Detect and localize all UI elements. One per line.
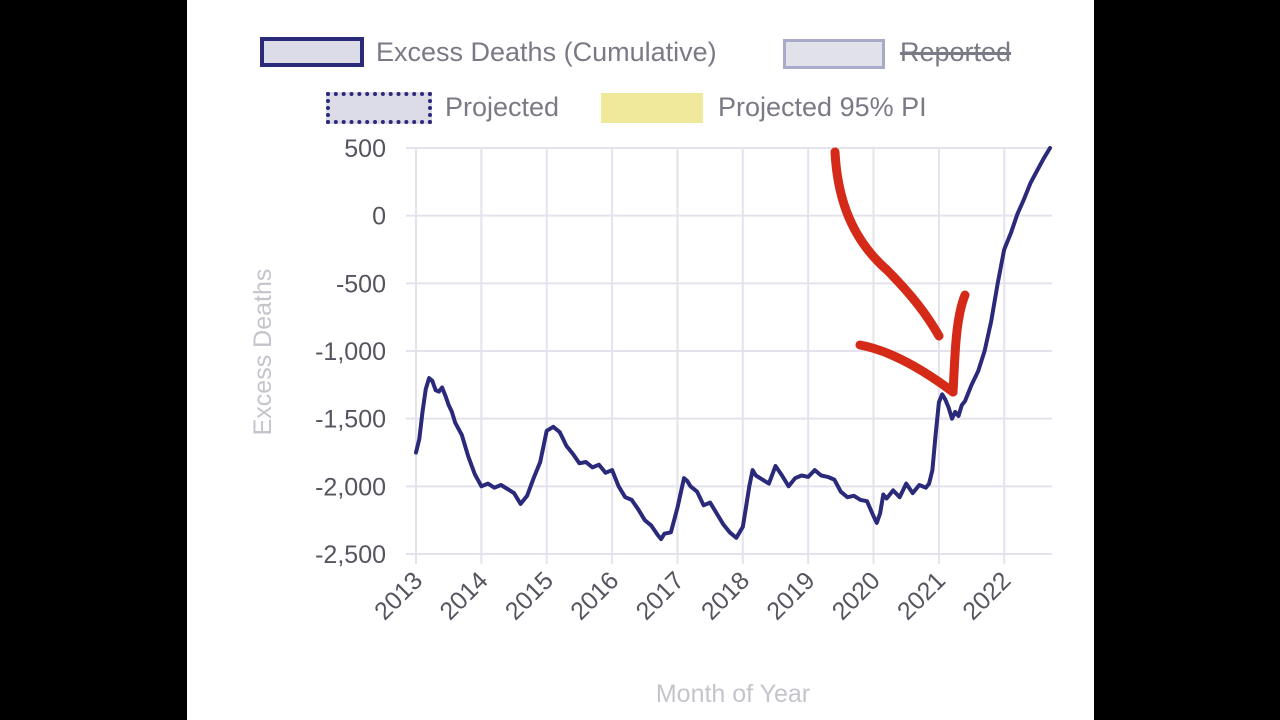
chart-panel: Excess Deaths (Cumulative) Reported Proj… <box>187 0 1094 720</box>
x-tick-label: 2014 <box>434 566 493 625</box>
annotation-arrow-shaft <box>830 147 944 341</box>
y-tick-label: -500 <box>336 270 386 298</box>
y-tick-layer: 500 0 -500 -1,000 -1,500 -2,000 -2,500 <box>315 135 386 569</box>
legend-swatch-projected-pi[interactable] <box>601 93 703 123</box>
legend-label-reported[interactable]: Reported <box>900 37 1012 67</box>
legend-swatch-projected[interactable] <box>326 92 432 124</box>
legend-swatch-excess-deaths[interactable] <box>260 37 364 67</box>
x-tick-layer: 2013 2014 2015 2016 2017 2018 2019 2020 2021 2022 <box>369 566 1016 625</box>
x-tick-label: 2013 <box>369 566 428 625</box>
grid-layer <box>406 147 1052 564</box>
y-axis-title: Excess Deaths <box>249 269 277 436</box>
legend-label-projected[interactable]: Projected <box>445 92 560 122</box>
y-tick-label: 500 <box>344 135 386 163</box>
y-tick-label: -1,500 <box>315 406 386 434</box>
legend-label-excess-deaths[interactable]: Excess Deaths (Cumulative) <box>376 37 717 67</box>
annotation-arrow-head-left <box>855 340 958 397</box>
x-tick-label: 2022 <box>957 566 1016 625</box>
y-tick-label: -1,000 <box>315 338 386 366</box>
series-layer <box>414 146 1052 542</box>
annotation-arrow-head-right <box>948 290 970 397</box>
x-tick-label: 2015 <box>500 566 559 625</box>
annotation-layer <box>830 147 970 397</box>
y-tick-label: -2,500 <box>315 541 386 569</box>
y-tick-label: 0 <box>372 203 386 231</box>
x-axis-title: Month of Year <box>656 680 810 708</box>
x-tick-label: 2020 <box>827 566 886 625</box>
x-tick-label: 2021 <box>892 566 951 625</box>
x-tick-label: 2016 <box>565 566 624 625</box>
legend-swatch-reported[interactable] <box>783 39 885 69</box>
legend-label-projected-pi[interactable]: Projected 95% PI <box>718 92 927 122</box>
x-tick-label: 2017 <box>631 566 690 625</box>
x-tick-label: 2018 <box>696 566 755 625</box>
y-tick-label: -2,000 <box>315 473 386 501</box>
series-line-excess-deaths <box>414 146 1052 542</box>
x-tick-label: 2019 <box>761 566 820 625</box>
